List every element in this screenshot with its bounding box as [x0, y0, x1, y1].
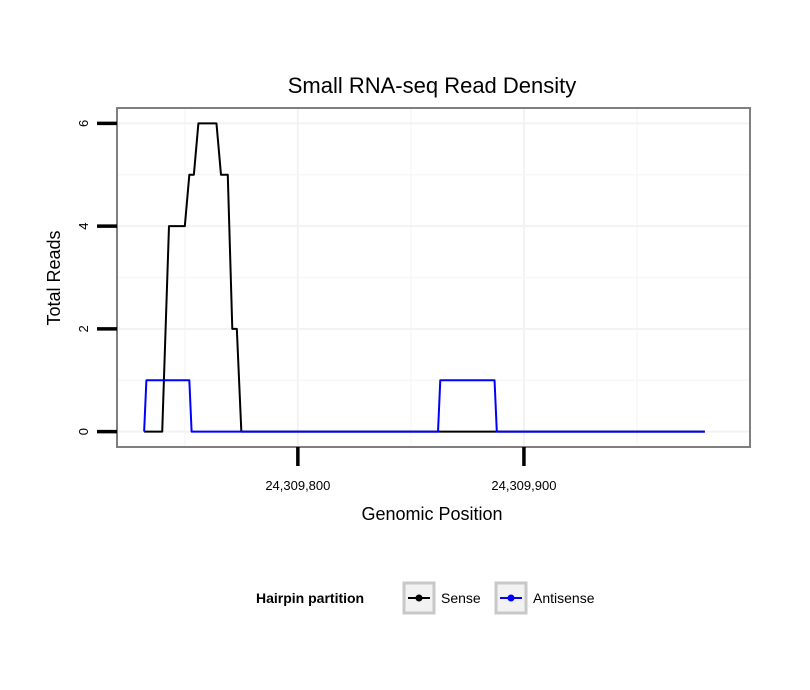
y-tick-label: 6	[76, 120, 91, 127]
legend: Hairpin partition Sense Antisense	[256, 581, 595, 615]
x-tick-label: 24,309,900	[491, 478, 556, 493]
x-axis: 24,309,800 24,309,900	[265, 447, 556, 493]
y-axis-title: Total Reads	[44, 230, 64, 325]
y-tick-label: 2	[76, 325, 91, 332]
y-axis: 0 2 4 6	[76, 120, 117, 435]
series-line-sense	[144, 122, 705, 433]
plot-border	[116, 107, 751, 448]
x-axis-title: Genomic Position	[361, 504, 502, 524]
legend-label: Sense	[441, 590, 481, 606]
series-line-antisense	[143, 379, 705, 433]
series-layer	[143, 122, 705, 433]
legend-items: Sense Antisense	[402, 581, 595, 615]
y-tick-label: 0	[76, 428, 91, 435]
legend-key-point	[415, 594, 423, 602]
y-tick-label: 4	[76, 223, 91, 230]
x-tick-label: 24,309,800	[265, 478, 330, 493]
plot-panel	[116, 107, 751, 448]
chart-title: Small RNA-seq Read Density	[288, 73, 577, 98]
legend-item-sense: Sense	[402, 581, 481, 615]
legend-item-antisense: Antisense	[494, 581, 595, 615]
legend-title: Hairpin partition	[256, 590, 364, 606]
legend-label: Antisense	[533, 590, 595, 606]
legend-key-point	[507, 594, 515, 602]
